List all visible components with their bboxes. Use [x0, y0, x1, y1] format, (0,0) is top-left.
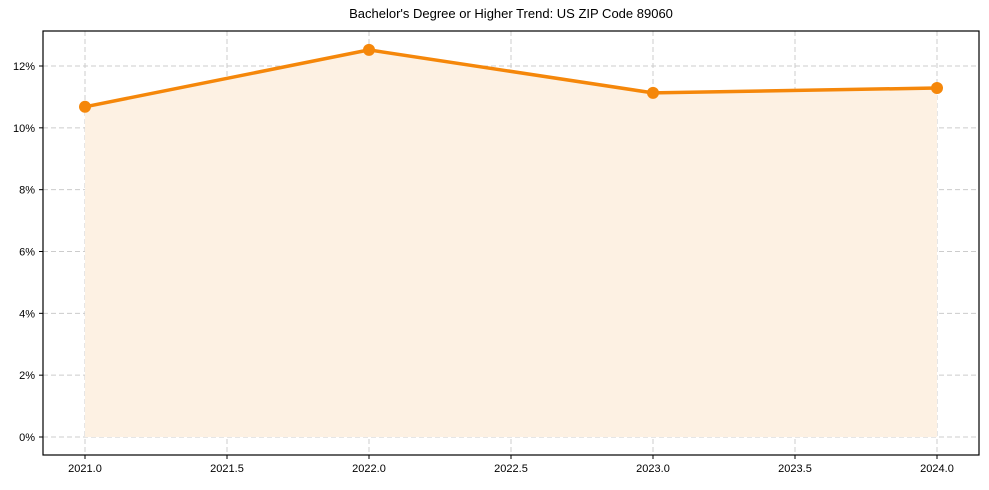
data-point-marker	[363, 43, 375, 56]
area-fill	[85, 49, 937, 438]
y-tick-label: 0%	[19, 432, 35, 444]
data-point-marker	[931, 81, 943, 94]
x-tick-label: 2024.0	[920, 463, 954, 475]
x-tick-label: 2021.5	[210, 463, 244, 475]
chart-title: Bachelor's Degree or Higher Trend: US ZI…	[349, 6, 673, 21]
x-tick-label: 2023.5	[778, 463, 812, 475]
series-line	[84, 48, 938, 109]
x-tick-label: 2021.0	[68, 463, 102, 475]
y-tick-label: 4%	[19, 308, 35, 320]
y-tick-label: 6%	[19, 247, 35, 259]
y-tick-label: 8%	[19, 185, 35, 197]
data-point-marker	[79, 100, 91, 113]
data-point-marker	[647, 86, 659, 99]
x-tick-label: 2022.0	[352, 463, 386, 475]
y-tick-label: 10%	[13, 123, 35, 135]
x-tick-label: 2022.5	[494, 463, 528, 475]
y-axis: 0% 2% 4% 6% 8% 10% 12%	[13, 61, 43, 444]
y-tick-label: 12%	[13, 61, 35, 73]
x-tick-label: 2023.0	[636, 463, 670, 475]
y-tick-label: 2%	[19, 370, 35, 382]
x-axis: 2021.0 2021.5 2022.0 2022.5 2023.0 2023.5 2024…	[68, 455, 954, 475]
data-markers	[79, 43, 943, 113]
